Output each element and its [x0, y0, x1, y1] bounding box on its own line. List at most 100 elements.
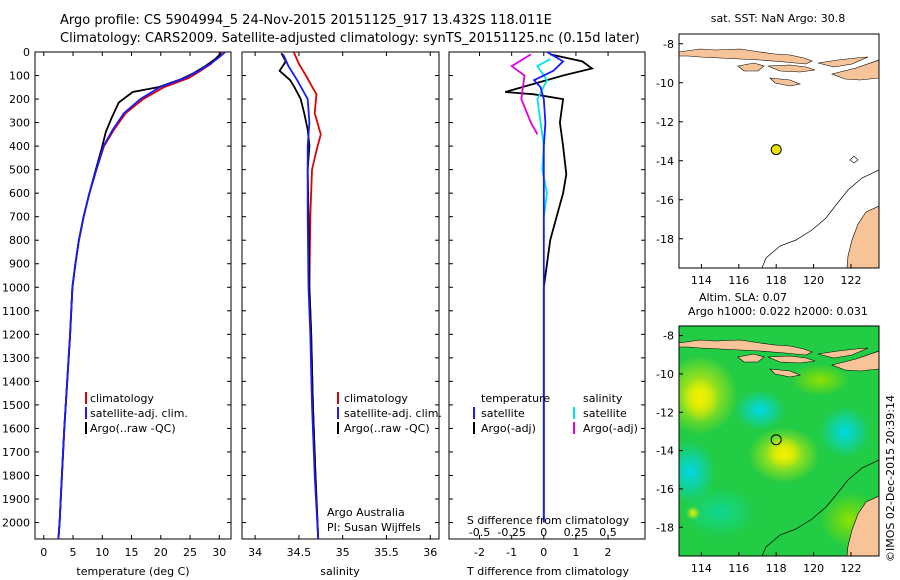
longitude-tick-label: 118: [766, 562, 787, 575]
x-tick-label: 30: [212, 546, 226, 559]
sla-map: Altim. SLA: 0.07 Argo h1000: 0.022 h2000…: [656, 291, 880, 575]
longitude-tick-label: 116: [728, 274, 749, 287]
depth-tick-label: 100: [9, 70, 30, 83]
legend-label-argo: Argo(..raw -QC): [90, 422, 176, 435]
s-difference-tick-label: -0.25: [497, 526, 525, 539]
java-island: [679, 339, 813, 356]
depth-tick-label: 2000: [2, 517, 30, 530]
depth-tick-label: 900: [9, 258, 30, 271]
legend-label-sal-argo: Argo(-adj): [583, 422, 638, 435]
depth-tick-label: 1900: [2, 493, 30, 506]
latitude-tick-label: -14: [656, 445, 674, 458]
depth-tick-label: 300: [9, 117, 30, 130]
sla-heatmap: [679, 326, 879, 556]
longitude-tick-label: 120: [803, 562, 824, 575]
difference-panel: -2 -1 0 1 2 -0.5 -0.25 0 0.25 0.5 S difference f…: [448, 51, 646, 578]
temperature-legend: climatology satellite-adj. clim. Argo(..…: [85, 392, 188, 435]
sst-map-frame: [678, 33, 880, 269]
sumba-island: [769, 368, 802, 378]
salinity-x-axis: 34 34.5 35 35.5 36: [248, 52, 437, 559]
x-tick-label: 0: [40, 546, 47, 559]
legend-label-sal-satellite: satellite: [583, 407, 627, 420]
annotation-pi: PI: Susan Wijffels: [327, 521, 421, 534]
depth-tick-label: 600: [9, 187, 30, 200]
s-difference-xlabel: S difference from climatology: [467, 514, 630, 527]
temperature-satellite-diff-line: [532, 52, 565, 523]
sla-lightgreen-blob: [790, 364, 850, 396]
depth-tick-label: 1200: [2, 328, 30, 341]
legend-title-salinity: salinity: [583, 392, 623, 405]
sst-map: sat. SST: NaN Argo: 30.8 114 116 118 120 122…: [656, 12, 880, 287]
figure-title-line1: Argo profile: CS 5904994_5 24-Nov-2015 2…: [60, 13, 552, 28]
sst-map-axes: 114 116 118 120 122 -8 -10 -12 -14 -16 -18: [656, 38, 861, 287]
sla-cyan-blob: [819, 406, 871, 458]
x-tick-label: 35: [336, 546, 350, 559]
depth-tick-label: 0: [23, 46, 30, 59]
salinity-legend: climatology satellite-adj. clim. Argo(..…: [337, 392, 442, 435]
shelf-contour: [761, 459, 879, 556]
s-difference-tick-label: -0.5: [469, 526, 490, 539]
salinity-xlabel: salinity: [320, 565, 360, 578]
latitude-tick-label: -8: [663, 38, 674, 51]
salinity-argo-line: [278, 52, 320, 539]
sla-map-title-line2: Argo h1000: 0.022 h2000: 0.031: [688, 305, 868, 318]
alor-island: [817, 347, 869, 359]
flores-island: [767, 64, 816, 73]
x-tick-label: 5: [70, 546, 77, 559]
depth-tick-label: 700: [9, 211, 30, 224]
legend-label-climatology: climatology: [90, 392, 154, 405]
flores-island: [767, 355, 816, 364]
depth-tick-label: 1300: [2, 352, 30, 365]
salinity-argo-diff-line: [510, 53, 539, 135]
depth-tick-label: 1600: [2, 422, 30, 435]
difference-x-axis: -2 -1 0 1 2: [474, 52, 612, 559]
latitude-tick-label: -8: [663, 330, 674, 343]
sla-teal-blob: [682, 486, 758, 538]
x-tick-label: 10: [95, 546, 109, 559]
difference-legend: temperature salinity satellite Argo(-adj…: [473, 392, 638, 435]
salinity-satellite-line: [282, 54, 320, 539]
latitude-tick-label: -14: [656, 155, 674, 168]
sla-cyan-blob: [734, 390, 786, 430]
longitude-tick-label: 114: [691, 274, 712, 287]
difference-profile-lines: [504, 52, 595, 523]
temperature-argo-diff-line: [504, 53, 595, 523]
x-tick-label: -1: [506, 546, 517, 559]
longitude-tick-label: 122: [840, 274, 861, 287]
longitude-tick-label: 118: [766, 274, 787, 287]
latitude-tick-label: -16: [656, 194, 674, 207]
sst-map-title: sat. SST: NaN Argo: 30.8: [711, 12, 845, 25]
longitude-tick-label: 116: [728, 562, 749, 575]
java-island: [679, 48, 813, 65]
x-tick-label: 1: [572, 546, 579, 559]
x-tick-label: 25: [183, 546, 197, 559]
sumbawa-island: [737, 353, 765, 363]
x-tick-label: 2: [605, 546, 612, 559]
depth-tick-label: 800: [9, 234, 30, 247]
depth-tick-label: 1000: [2, 281, 30, 294]
sla-yellow-core: [682, 378, 718, 422]
sla-small-yellow-blob: [686, 506, 700, 520]
longitude-tick-label: 122: [840, 562, 861, 575]
latitude-tick-label: -12: [656, 116, 674, 129]
legend-label-temp-satellite: satellite: [481, 407, 525, 420]
legend-label-argo: Argo(..raw -QC): [344, 422, 430, 435]
depth-axis: 0 100 200 300 400 500 600 700 800 900 1000 1100 1200…: [2, 46, 231, 530]
t-difference-xlabel: T difference from climatology: [466, 565, 629, 578]
salinity-axes-frame: [241, 51, 440, 540]
timor-island: [831, 350, 879, 372]
salinity-profile-lines: [278, 52, 322, 539]
legend-title-temperature: temperature: [481, 392, 550, 405]
difference-y-ticks: [449, 51, 645, 524]
legend-label-satellite: satellite-adj. clim.: [90, 407, 188, 420]
sla-map-title-line1: Altim. SLA: 0.07: [699, 291, 787, 304]
x-tick-label: 20: [154, 546, 168, 559]
longitude-tick-label: 120: [803, 274, 824, 287]
x-tick-label: 0: [540, 546, 547, 559]
temperature-argo-line: [57, 52, 222, 539]
temperature-axes-frame: [34, 51, 232, 540]
annotation-argo-australia: Argo Australia: [327, 506, 405, 519]
depth-tick-label: 1400: [2, 375, 30, 388]
salinity-difference-axis: -0.5 -0.25 0 0.25 0.5: [469, 526, 617, 539]
